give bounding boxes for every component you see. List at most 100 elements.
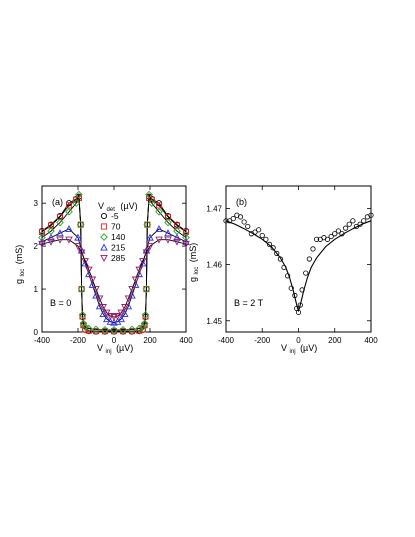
chart-b-ylabel-main: g (188, 277, 198, 282)
chart-a-point (65, 207, 73, 216)
chart-a-point (121, 310, 129, 318)
chart-a-xlabel-main: V (97, 343, 103, 353)
chart-a-legend-title-unit: (µV) (120, 201, 137, 211)
chart-b-ytick-label: 1.45 (206, 317, 222, 326)
chart-b-point (237, 214, 244, 220)
chart-a-point (103, 309, 111, 317)
chart-b-annotation: B = 2 T (234, 298, 264, 308)
chart-a-point (110, 326, 118, 334)
chart-a-point (128, 328, 136, 335)
chart-a-legend-label: 70 (111, 222, 121, 232)
chart-b-point (223, 218, 229, 224)
chart-a-point (155, 207, 163, 216)
chart-b-point (270, 245, 276, 251)
chart-a-point (81, 259, 89, 267)
chart-a-point (106, 317, 115, 325)
chart-a-ytick-label: 2 (34, 242, 39, 251)
chart-b-point (259, 232, 265, 239)
chart-b-xtick-label: -400 (218, 336, 235, 345)
chart-b-point (241, 219, 247, 225)
chart-b-fit-line (225, 220, 372, 313)
chart-a-point (135, 324, 144, 333)
chart-a-point (173, 238, 181, 246)
chart-a-xtick-label: -400 (34, 336, 51, 345)
chart-a-point (164, 229, 172, 237)
chart-b-point (310, 246, 316, 252)
chart-b-xtick-label: 400 (364, 336, 378, 345)
chart-b-panel-label: (b) (236, 197, 247, 207)
chart-a-point (140, 319, 149, 328)
chart-a-point (117, 315, 125, 323)
chart-a-point (121, 304, 129, 312)
chart-a-legend-label: -5 (111, 211, 119, 221)
chart-a-point (119, 326, 127, 334)
chart-b-xtick-label: 0 (296, 336, 301, 345)
chart-a-annotation: B = 0 (50, 298, 71, 308)
chart-a-point (38, 233, 46, 242)
chart-b-xlabel-unit: (µV) (300, 343, 317, 353)
chart-a-point (47, 238, 55, 246)
chart-b-point (245, 223, 251, 230)
chart-b-point (328, 233, 334, 240)
chart-a-point (128, 291, 136, 299)
chart-b-point (350, 218, 356, 224)
chart-a-point (128, 325, 136, 334)
chart-a-point (75, 190, 83, 199)
chart-a-ylabel-sub: loc (20, 269, 26, 277)
chart-b-xlabel-sub: inj (290, 349, 296, 355)
chart-a-point (84, 324, 93, 333)
chart-a-point (128, 286, 136, 294)
chart-a-point (92, 286, 100, 294)
chart-a-point (88, 276, 97, 284)
chart-b-point (332, 231, 338, 237)
chart-b-point (343, 225, 349, 231)
chart-a-series-line (41, 239, 187, 318)
chart-a-xtick-label: 0 (112, 336, 117, 345)
chart-b-point (306, 256, 312, 262)
chart-a-point (65, 224, 73, 232)
chart-b-point (324, 236, 331, 242)
chart-a-legend-marker (100, 243, 108, 251)
chart-a-xlabel-unit: (µV) (116, 343, 133, 353)
chart-a-point (155, 224, 163, 232)
chart-b-point (303, 270, 309, 276)
chart-b-point (353, 223, 360, 230)
chart-a-point (182, 240, 190, 248)
chart-b-xtick-label: -200 (254, 336, 271, 345)
chart-b-point (368, 212, 374, 218)
chart-a-point (76, 220, 85, 229)
chart-a-point (74, 233, 82, 241)
chart-b-xtick-label: 200 (328, 336, 342, 345)
chart-a-xlabel-sub: inj (106, 349, 112, 355)
chart-a-point (65, 202, 73, 209)
chart-a-point (173, 233, 181, 241)
chart-a-point (85, 266, 93, 274)
chart-b-xlabel: V inj (µV) (281, 343, 317, 355)
chart-a-point (101, 326, 109, 334)
chart-a-point (103, 315, 111, 323)
chart-a-ylabel-main: g (14, 279, 24, 284)
chart-a: -400 -200 0 200 400 0 1 2 3 (a) B = 0 V det (µV)… (14, 185, 193, 355)
chart-a-ytick-label: 0 (34, 328, 39, 337)
chart-b-ytick-label: 1.46 (206, 261, 222, 270)
chart-a-point (72, 199, 81, 208)
chart-b-tick-labels: -400 -200 0 200 400 1.45 1.46 1.47 (206, 204, 378, 345)
chart-a-point (155, 236, 163, 244)
chart-a-point (78, 310, 87, 319)
chart-b-point (288, 285, 294, 291)
chart-a-point (139, 258, 147, 266)
chart-a-point (146, 233, 154, 241)
chart-a-point (135, 266, 143, 274)
chart-a-xtick-label: 200 (143, 336, 157, 345)
chart-b-ticks (225, 186, 372, 332)
chart-a-point (110, 313, 118, 321)
chart-a-xlabel: V inj (µV) (97, 343, 133, 355)
chart-a-point (92, 328, 100, 335)
chart-b-point (346, 221, 352, 227)
chart-a-point (56, 236, 64, 244)
chart-a-panel-label: (a) (52, 197, 63, 207)
chart-b-ylabel: g loc (mS) (188, 243, 200, 282)
chart-a-series-4 (38, 236, 190, 321)
chart-a-point (142, 249, 151, 257)
